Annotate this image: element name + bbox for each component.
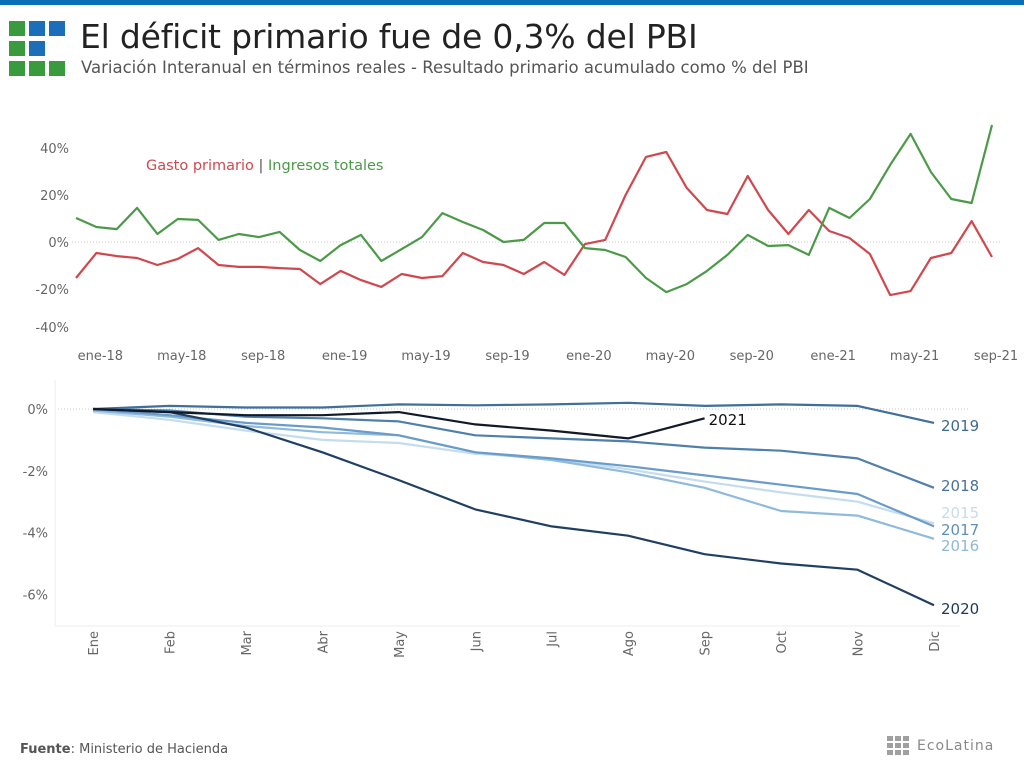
series-label-2021: 2021 [709,411,747,429]
series-line-2017 [92,407,935,528]
x-tick-label: may-20 [646,349,695,364]
x-tick-label: sep-19 [485,349,529,364]
legend-item-ingresos-totales: Ingresos totales [263,158,383,174]
x-tick-label: Jun [469,631,484,652]
y-tick-label: -4% [23,527,48,542]
y-tick-label: -40% [35,321,69,336]
x-tick-label: ene-19 [322,349,367,364]
top-accent-bar [0,0,1024,5]
y-tick-label: -6% [23,588,48,603]
x-tick-label: sep-18 [241,349,285,364]
cumulative-primary-result-chart: 0% -2% -4% -6% Ene Feb Mar Abr May Jun Jul Ago Sep Oc… [23,380,979,658]
y-tick-label: 20% [40,189,69,204]
series-label-2019: 2019 [941,417,979,435]
brand-grid-square [903,743,909,748]
y-tick-label: 40% [40,142,69,157]
x-tick-label: Jul [546,631,561,648]
x-tick-label: Dic [928,631,943,652]
y-tick-label: 0% [48,236,69,251]
x-tick-label: Abr [316,630,331,653]
x-tick-label: ene-20 [566,349,611,364]
logo-icon [9,21,67,79]
brand-grid-square [895,736,901,741]
series-label-2018: 2018 [941,477,979,495]
x-tick-label: ene-18 [78,349,123,364]
x-tick-label: may-21 [890,349,939,364]
y-tick-label: -20% [35,283,69,298]
x-tick-label: Sep [699,631,714,656]
x-tick-label: sep-21 [974,349,1018,364]
brand-grid-square [887,743,893,748]
x-tick-label: Mar [240,630,255,655]
x-tick-label: sep-20 [730,349,774,364]
logo-square [9,41,25,56]
x-tick-label: ene-21 [810,349,855,364]
series-line-2019 [92,401,935,424]
legend-separator: | [259,158,264,174]
series-label-2020: 2020 [941,600,979,618]
brand-grid-square [903,750,909,755]
series-line-2021 [92,407,705,440]
x-tick-label: may-18 [157,349,206,364]
y-tick-label: 0% [27,403,48,418]
brand-grid-square [903,736,909,741]
logo-square [29,41,45,56]
logo-square [49,21,65,36]
logo-square [9,21,25,36]
chart-legend: Gasto primario | Ingresos totales [146,158,384,174]
x-tick-label: may-19 [401,349,450,364]
x-tick-label: Ene [87,631,102,655]
x-tick-label: Nov [852,631,867,657]
series-label-2016: 2016 [941,537,979,555]
x-tick-label: Ago [622,631,637,656]
brand-grid-square [895,743,901,748]
series-label-2017: 2017 [941,521,979,539]
logo-square [49,61,65,76]
brand-grid-square [887,750,893,755]
y-tick-label: -2% [23,465,48,480]
series-line-2015 [92,411,935,525]
x-tick-label: Oct [775,631,790,653]
page-title: El déficit primario fue de 0,3% del PBI [80,17,698,56]
brand-grid-icon [887,736,911,756]
brand-grid-square [887,736,893,741]
series-line-2020 [92,407,935,607]
logo-square [9,61,25,76]
series-line-2016 [92,409,935,540]
source-note: Fuente: Ministerio de Hacienda [20,742,228,757]
legend-item-gasto-primario: Gasto primario [146,158,259,174]
brand-name: EcoLatina [917,738,995,754]
page-subtitle: Variación Interanual en términos reales … [81,58,809,77]
x-tick-label: May [393,631,408,658]
source-text: : Ministerio de Hacienda [70,742,229,757]
brand-logo: EcoLatina [887,736,994,756]
series-line-gasto-primario [75,150,993,297]
brand-grid-square [895,750,901,755]
x-tick-label: Feb [163,631,178,654]
logo-square [29,21,45,36]
series-label-2015: 2015 [941,504,979,522]
series-line-ingresos-totales [75,124,994,294]
logo-square [29,61,45,76]
source-label: Fuente [20,742,71,757]
interannual-variation-chart: 40% 20% 0% -20% -40% ene-18 may-18 sep-18 ene-19… [35,124,1018,364]
